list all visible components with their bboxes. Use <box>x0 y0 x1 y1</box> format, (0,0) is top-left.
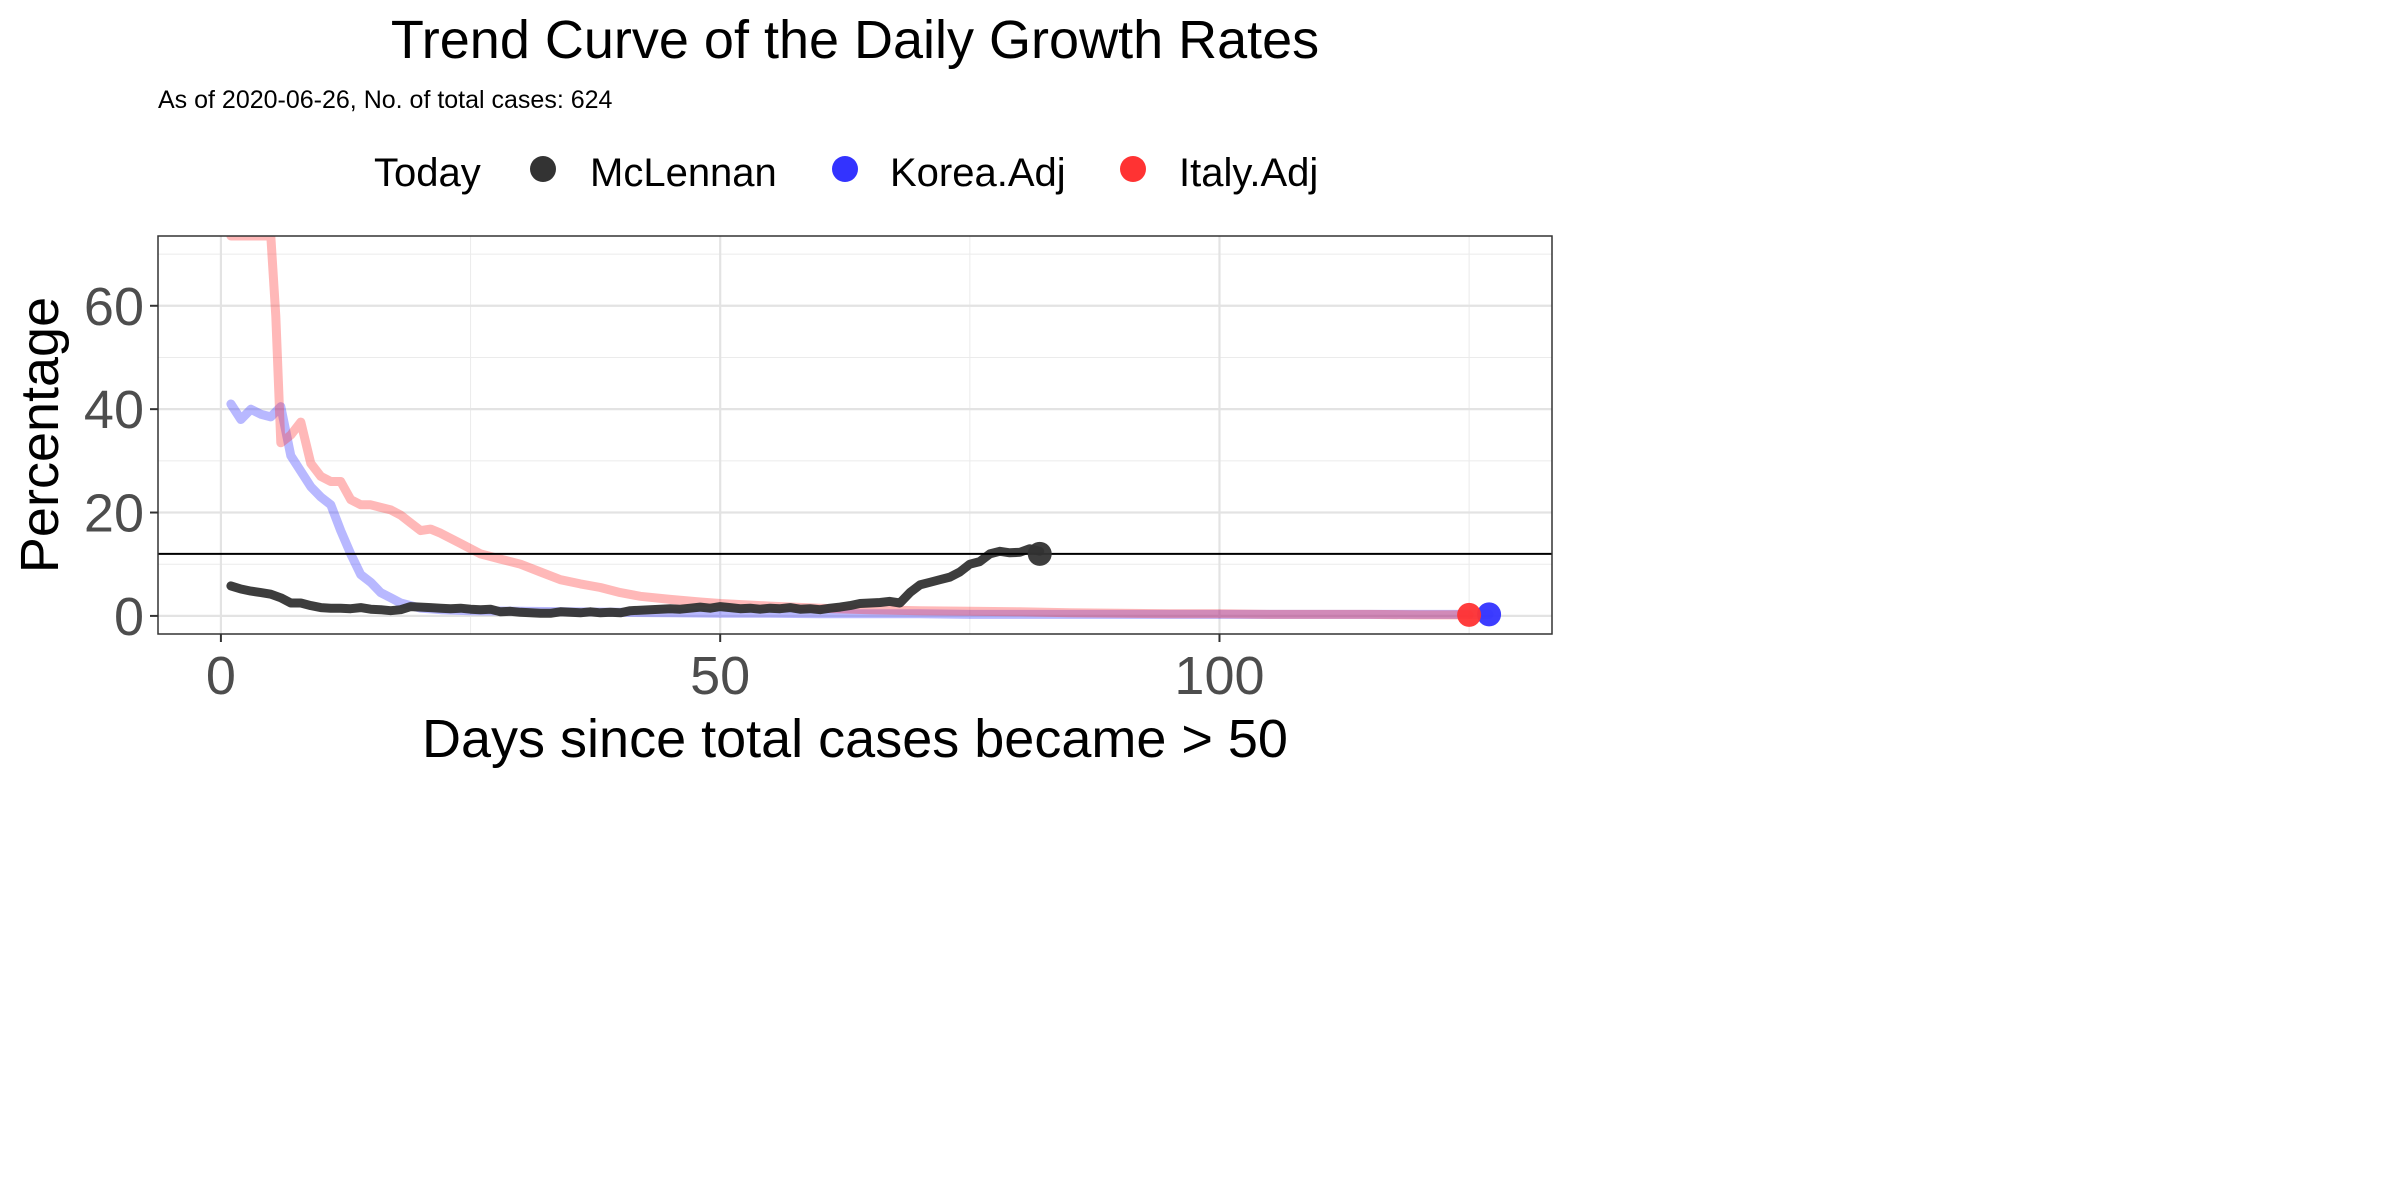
chart-subtitle: As of 2020-06-26, No. of total cases: 62… <box>158 86 613 114</box>
series-lines <box>226 236 1494 620</box>
legend-key-mclennan <box>530 156 556 182</box>
end-point-italy-adj <box>1457 602 1482 627</box>
x-tick-label: 100 <box>1174 646 1264 706</box>
end-points <box>1027 541 1502 627</box>
x-axis: 0 50 100 <box>206 634 1265 706</box>
gridlines <box>158 236 1552 634</box>
trend-chart: Trend Curve of the Daily Growth Rates As… <box>10 10 1553 769</box>
x-axis-title: Days since total cases became > 50 <box>422 709 1288 769</box>
y-axis: 0 20 40 60 <box>84 277 158 647</box>
series-line-italy-adj <box>226 236 1474 620</box>
plot-border <box>157 235 1553 635</box>
y-tick-label: 0 <box>114 587 144 647</box>
legend: Today McLennan Korea.Adj Italy.Adj <box>374 151 1318 195</box>
series-line-mclennan <box>226 544 1045 618</box>
y-axis-title: Percentage <box>10 297 70 573</box>
legend-label-italy-adj: Italy.Adj <box>1179 151 1318 195</box>
legend-key-korea-adj <box>832 156 858 182</box>
end-point-mclennan <box>1027 541 1052 566</box>
plot-panel <box>158 236 1552 634</box>
x-tick-label: 0 <box>206 646 236 706</box>
legend-label-mclennan: McLennan <box>590 151 777 195</box>
legend-label-korea-adj: Korea.Adj <box>890 151 1066 195</box>
end-point-korea-adj <box>1477 602 1502 627</box>
legend-key-italy-adj <box>1120 156 1146 182</box>
legend-title: Today <box>374 151 481 195</box>
x-tick-label: 50 <box>690 646 750 706</box>
y-tick-label: 20 <box>84 484 144 544</box>
y-tick-label: 60 <box>84 277 144 337</box>
y-tick-label: 40 <box>84 380 144 440</box>
chart-title: Trend Curve of the Daily Growth Rates <box>391 10 1319 70</box>
